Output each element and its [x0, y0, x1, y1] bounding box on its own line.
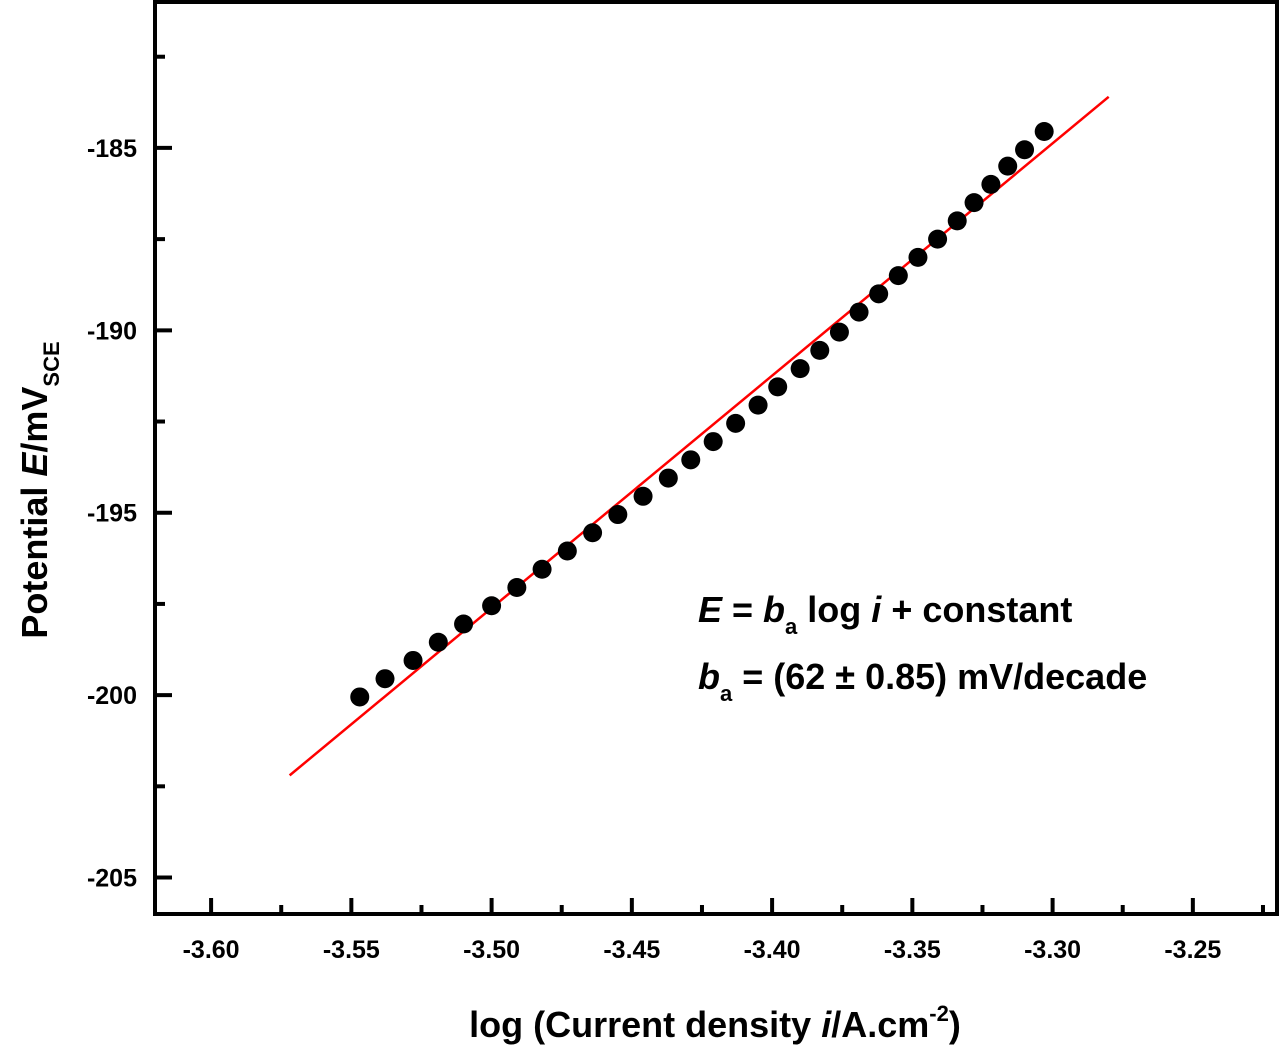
data-point — [507, 578, 527, 598]
x-tick-label: -3.35 — [884, 936, 941, 964]
data-point — [768, 377, 788, 397]
data-point — [482, 596, 502, 616]
annotation-slope-subscript-a: a — [720, 681, 733, 706]
data-point — [964, 193, 984, 213]
annotation-eq-subscript-a: a — [785, 614, 798, 639]
annotation-equation: E = ba log i + constant — [698, 589, 1072, 639]
plot-frame — [153, 0, 1279, 916]
data-point — [726, 413, 746, 433]
y-axis-title-unit: /mV — [14, 387, 55, 453]
y-tick-label: -205 — [87, 865, 137, 893]
data-point — [403, 650, 423, 670]
annotation-eq-i: i — [871, 589, 882, 630]
y-axis-title-prefix: Potential — [14, 477, 55, 639]
data-point — [849, 302, 869, 322]
data-point — [532, 559, 552, 579]
y-tick-label: -195 — [87, 500, 137, 528]
x-tick-label: -3.55 — [323, 936, 380, 964]
x-axis-title-superscript: -2 — [929, 1001, 949, 1026]
y-axis-title-subscript: SCE — [39, 341, 64, 386]
data-point — [888, 266, 908, 286]
x-tick-label: -3.25 — [1164, 936, 1221, 964]
data-point — [350, 687, 370, 707]
annotation-slope-b: b — [698, 656, 720, 697]
x-axis-title-suffix: ) — [949, 1004, 961, 1045]
annotation-eq-log: log — [797, 589, 871, 630]
x-axis-title: log (Current density i/A.cm-2) — [469, 1001, 961, 1045]
annotation-slope-value: = (62 ± 0.85) mV/decade — [732, 656, 1147, 697]
y-tick-label: -200 — [87, 682, 137, 710]
annotation-eq-b: b — [763, 589, 785, 630]
data-point — [810, 340, 830, 360]
x-tick-label: -3.30 — [1024, 936, 1081, 964]
data-point — [583, 523, 603, 543]
data-point — [869, 284, 889, 304]
y-axis-title: Potential E/mVSCE — [14, 341, 64, 638]
x-axis-title-prefix: log (Current density — [469, 1004, 821, 1045]
x-tick-label: -3.45 — [603, 936, 660, 964]
data-point — [829, 322, 849, 342]
data-point — [1034, 122, 1054, 142]
x-axis-title-variable: i — [821, 1004, 832, 1045]
x-tick-label: -3.50 — [463, 936, 520, 964]
axis-ticks — [155, 54, 1265, 914]
data-point — [633, 486, 653, 506]
x-tick-label: -3.40 — [744, 936, 801, 964]
y-tick-label: -190 — [87, 317, 137, 345]
data-point — [658, 468, 678, 488]
x-tick-label: -3.60 — [183, 936, 240, 964]
annotation-eq-constant: + constant — [881, 589, 1072, 630]
x-tick-labels: -3.60 -3.55 -3.50 -3.45 -3.40 -3.35 -3.30 -3.25 — [183, 936, 1222, 964]
data-point — [454, 614, 474, 634]
data-point — [428, 632, 448, 652]
data-point — [703, 432, 723, 452]
annotation-slope: ba = (62 ± 0.85) mV/decade — [698, 656, 1147, 706]
data-point — [681, 450, 701, 470]
annotation-eq-equals: = — [722, 589, 763, 630]
y-tick-labels: -185 -190 -195 -200 -205 — [87, 135, 137, 893]
data-point — [928, 229, 948, 249]
data-point — [998, 156, 1018, 176]
data-point — [748, 395, 768, 415]
data-point — [557, 541, 577, 561]
data-point — [908, 247, 928, 267]
data-point — [947, 211, 967, 231]
data-point — [790, 359, 810, 379]
data-point — [981, 174, 1001, 194]
annotation-eq-E: E — [698, 589, 723, 630]
y-axis-title-variable: E — [14, 452, 55, 477]
data-point — [608, 505, 628, 525]
x-axis-title-unit: /A.cm — [831, 1004, 929, 1045]
data-point — [1015, 140, 1035, 160]
data-points-series — [350, 122, 1054, 707]
data-point — [375, 669, 395, 689]
y-tick-label: -185 — [87, 135, 137, 163]
